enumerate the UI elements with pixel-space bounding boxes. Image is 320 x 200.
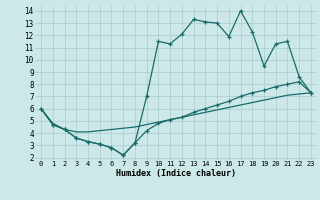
X-axis label: Humidex (Indice chaleur): Humidex (Indice chaleur)	[116, 169, 236, 178]
